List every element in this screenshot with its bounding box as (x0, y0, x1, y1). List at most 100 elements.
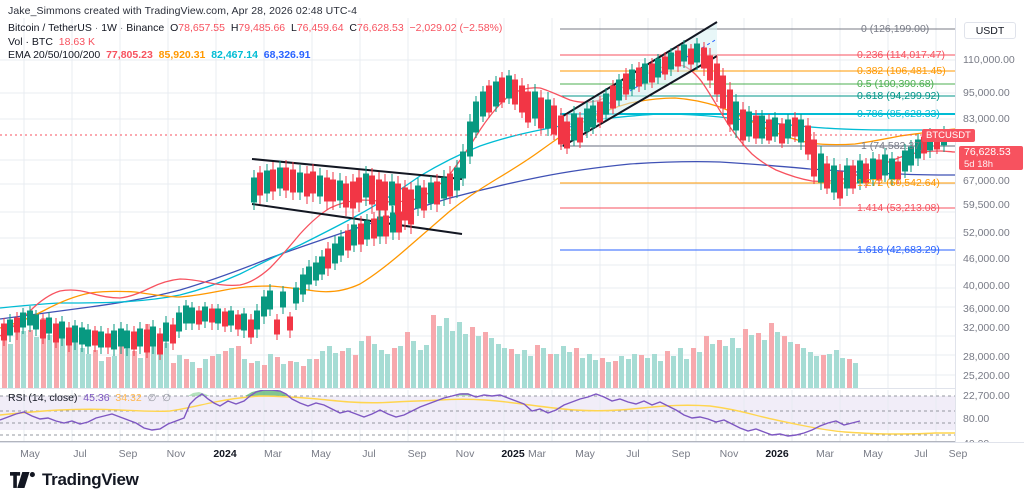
price-tick-52000: 52,000.00 (963, 227, 1010, 239)
legend-sep-1: · (94, 22, 99, 34)
time-tick-4: 2024 (213, 448, 237, 460)
fib-label-05[interactable]: 0.5 (100,390.68) (857, 78, 935, 90)
time-tick-6: May (311, 448, 331, 460)
legend-high-value: 79,485.66 (238, 22, 286, 34)
legend-low-value: 76,459.64 (296, 22, 344, 34)
legend-volume-value: 18.63 K (58, 35, 95, 48)
current-price-value: 76,628.53 (964, 146, 1011, 158)
rsi-overbought-fill-1 (188, 392, 210, 396)
rsi-ma-line (0, 395, 955, 435)
tradingview-mark-icon (10, 472, 35, 488)
attribution-text: Jake_Simmons created with TradingView.co… (8, 5, 358, 17)
time-tick-5: Mar (263, 448, 283, 460)
fib-label-1414[interactable]: 1.414 (53,213.08) (857, 202, 940, 214)
legend-ema200-value: 68,326.91 (263, 49, 311, 61)
legend-ema-label: EMA 20/50/100/200 (8, 49, 101, 61)
legend-ema50-value: 85,920.31 (158, 49, 206, 61)
legend-exchange[interactable]: Binance (126, 22, 165, 34)
price-tick-59500: 59,500.00 (963, 199, 1010, 211)
no-data-icon-1: ∅ (147, 393, 157, 404)
fib-label-1[interactable]: 1 (74,582.37) (861, 140, 924, 152)
fib-label-0236[interactable]: 0.236 (114,017.47) (857, 49, 945, 61)
time-tick-15: Nov (719, 448, 739, 460)
price-chart-pane[interactable] (0, 18, 955, 388)
grid-lines (0, 18, 955, 388)
ema200-line (0, 160, 955, 320)
legend-sep-2: · (119, 22, 124, 34)
time-tick-8: Sep (407, 448, 427, 460)
pane-separator (0, 388, 955, 389)
time-tick-20: Sep (948, 448, 968, 460)
rsi-value: 45.36 (83, 392, 110, 404)
rsi-pane[interactable] (0, 390, 955, 442)
legend-low-label: L (290, 22, 297, 34)
price-tick-110000: 110,000.00 (963, 54, 1015, 66)
time-tick-13: Jul (626, 448, 640, 460)
legend-symbol[interactable]: Bitcoin / TetherUS (8, 22, 92, 34)
time-tick-1: Jul (73, 448, 87, 460)
legend-open-value: 78,657.55 (178, 22, 225, 34)
rsi-grid (23, 390, 937, 442)
price-tick-28000: 28,000.00 (963, 351, 1010, 363)
price-tick-95000: 95,000.00 (963, 87, 1010, 99)
time-axis[interactable]: May Jul Sep Nov 2024 Mar May Jul Sep Nov… (0, 442, 1024, 464)
candlesticks[interactable] (1, 38, 947, 360)
price-axis-unit[interactable]: USDT (964, 22, 1016, 39)
rsi-line (0, 390, 861, 437)
time-tick-0: May (20, 448, 40, 460)
legend-ema100-value: 82,467.14 (211, 49, 258, 61)
legend-close-label: C (349, 22, 357, 34)
current-price-countdown: 5d 18h (964, 158, 994, 170)
tradingview-logo-text: TradingView (42, 470, 139, 489)
price-tick-36000: 36,000.00 (963, 303, 1010, 315)
price-tick-40000: 40,000.00 (963, 280, 1010, 292)
time-tick-11: Mar (527, 448, 547, 460)
rsi-title: RSI (14, close) (8, 392, 78, 404)
time-tick-7: Jul (362, 448, 376, 460)
legend-volume-label: Vol · BTC (8, 35, 53, 48)
time-tick-17: Mar (815, 448, 835, 460)
price-tick-25200: 25,200.00 (963, 370, 1010, 382)
tradingview-logo[interactable]: TradingView (10, 470, 139, 490)
current-price-label[interactable]: 76,628.53 5d 18h (959, 146, 1023, 170)
fib-label-0382[interactable]: 0.382 (106,481.45) (857, 65, 946, 77)
time-tick-14: Sep (671, 448, 691, 460)
time-tick-18: May (863, 448, 883, 460)
legend-high-label: H (230, 22, 239, 34)
time-tick-9: Nov (455, 448, 475, 460)
price-tick-32000: 32,000.00 (963, 322, 1010, 334)
fib-label-0786[interactable]: 0.786 (85,628.33) (857, 108, 940, 120)
legend-ema20-value: 77,805.23 (106, 49, 153, 61)
time-tick-10: 2025 (501, 448, 525, 460)
time-tick-12: May (575, 448, 595, 460)
descending-channel-drawing[interactable] (251, 158, 463, 235)
ticker-tag-btcusdt[interactable]: BTCUSDT (922, 129, 975, 142)
rsi-chart-svg[interactable] (0, 390, 955, 442)
ema20-line (0, 64, 955, 337)
legend-ohlc-row[interactable]: Bitcoin / TetherUS · 1W · Binance O78,65… (8, 22, 502, 36)
legend-ema-row[interactable]: EMA 20/50/100/200 77,805.23 85,920.31 82… (8, 49, 502, 63)
time-tick-2: Sep (118, 448, 138, 460)
legend-open-label: O (170, 22, 179, 34)
time-tick-16: 2026 (765, 448, 789, 460)
rsi-ma-value: 34.32 (115, 392, 142, 404)
time-tick-3: Nov (166, 448, 186, 460)
legend-interval[interactable]: 1W (101, 22, 117, 34)
no-data-icon-2: ∅ (162, 393, 171, 404)
rsi-tick-80: 80.00 (963, 413, 990, 425)
rsi-bottom-separator (0, 441, 955, 442)
legend-volume-row[interactable]: Vol · BTC 18.63 K (8, 36, 502, 50)
legend-change: −2,029.02 (−2.58%) (409, 22, 503, 34)
price-chart-svg[interactable] (0, 18, 955, 388)
volume-bars (2, 315, 858, 388)
fib-label-0618[interactable]: 0.618 (94,299.92) (857, 90, 940, 102)
price-axis[interactable]: USDT 110,000.00 95,000.00 83,000.00 76,6… (955, 18, 1024, 450)
rsi-legend[interactable]: RSI (14, close) 45.36 34.32 ∅ ∅ (8, 392, 171, 404)
price-tick-46000: 46,000.00 (963, 253, 1010, 265)
fib-label-1618[interactable]: 1.618 (42,683.29) (857, 244, 940, 256)
legend-close-value: 76,628.53 (356, 22, 404, 34)
fib-label-1272[interactable]: 1.272 (60,542.64) (857, 177, 940, 189)
fib-label-0[interactable]: 0 (126,199.00) (861, 23, 930, 35)
price-tick-83000: 83,000.00 (963, 113, 1010, 125)
chart-legend: Bitcoin / TetherUS · 1W · Binance O78,65… (8, 22, 502, 63)
